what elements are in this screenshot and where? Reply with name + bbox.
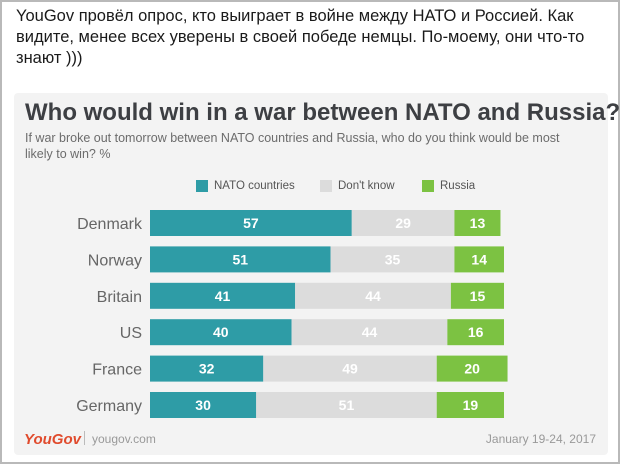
data-label-nato-countries-germany: 30 [195,397,211,413]
bar-don-t-know-germany [256,392,437,418]
data-label-nato-countries-us: 40 [213,324,229,340]
data-label-russia-denmark: 13 [470,215,486,231]
data-label-nato-countries-denmark: 57 [243,215,259,231]
bar-don-t-know-norway [330,246,455,273]
bar-russia-denmark [454,210,501,236]
bar-don-t-know-denmark [351,210,455,236]
bar-chart: Denmark 57 29 13 Norway 51 35 14 Britain 41 44 15 US… [76,210,508,418]
data-label-russia-norway: 14 [471,251,487,267]
legend-swatch-russia [422,179,434,192]
data-label-russia-germany: 19 [463,397,479,413]
category-label-france: France [92,362,142,379]
footer-date: January 19-24, 2017 [485,432,596,446]
data-label-russia-france: 20 [464,361,480,377]
data-label-don-t-know-norway: 35 [385,251,401,267]
legend-swatch-dont-know [320,179,332,192]
bar-don-t-know-britain [295,282,451,309]
legend-item-dont-know: Don't know [320,177,395,195]
bar-russia-britain [450,282,504,309]
bar-don-t-know-us [291,319,448,346]
data-label-don-t-know-us: 44 [362,324,378,340]
data-label-russia-britain: 15 [470,288,486,304]
bar-nato-countries-denmark [150,210,352,236]
chart-card: Who would win in a war between NATO and … [14,93,620,455]
bar-nato-countries-france [150,355,264,382]
post-text: YouGov провёл опрос, кто выиграет в войн… [16,7,585,67]
legend-item-russia: Russia [422,177,475,195]
footer-divider [84,431,85,445]
yougov-logo: YouGov [24,431,81,448]
bar-nato-countries-norway [150,246,331,273]
category-label-germany: Germany [76,398,142,415]
category-label-britain: Britain [97,289,142,306]
legend-label-russia: Russia [440,179,476,192]
category-label-norway: Norway [88,252,142,269]
legend-item-nato: NATO countries [196,177,295,195]
data-label-nato-countries-britain: 41 [215,288,231,304]
legend-swatch-nato [196,179,208,192]
bar-nato-countries-germany [150,392,257,418]
bar-nato-countries-britain [150,282,296,309]
legend-label-dont-know: Don't know [338,179,395,192]
category-label-us: US [120,325,142,342]
bar-don-t-know-france [263,355,437,382]
bar-russia-us [447,319,504,346]
data-label-don-t-know-france: 49 [342,361,358,377]
footer-url: yougov.com [92,432,156,446]
data-label-don-t-know-britain: 44 [365,288,381,304]
bar-nato-countries-us [150,319,292,346]
data-label-nato-countries-norway: 51 [232,251,248,267]
category-label-denmark: Denmark [77,216,143,233]
bar-russia-norway [454,246,504,273]
bar-russia-germany [436,392,504,418]
bar-russia-france [436,355,508,382]
data-label-don-t-know-denmark: 29 [395,215,411,231]
data-label-nato-countries-france: 32 [199,361,215,377]
data-label-russia-us: 16 [468,324,484,340]
data-label-don-t-know-germany: 51 [339,397,355,413]
chart-title: Who would win in a war between NATO and … [25,99,620,126]
legend-label-nato: NATO countries [214,179,295,192]
chart-subtitle: If war broke out tomorrow between NATO c… [25,131,560,161]
